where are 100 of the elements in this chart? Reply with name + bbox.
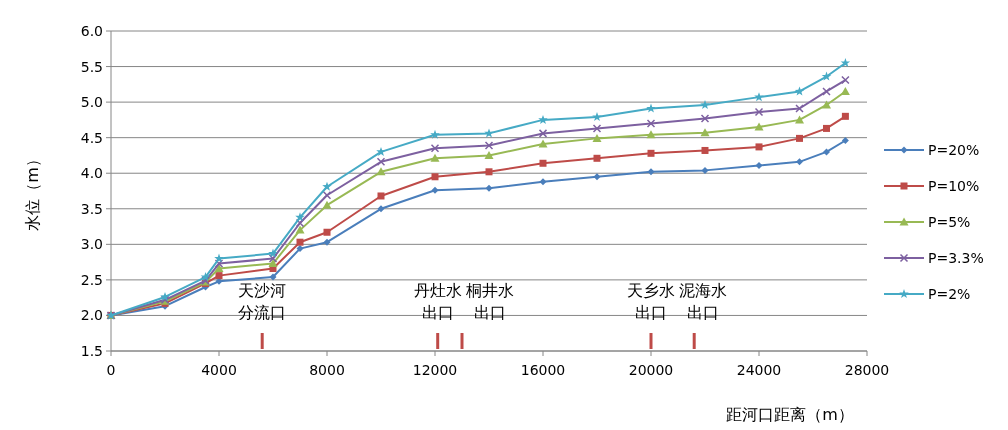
point	[296, 238, 304, 246]
point	[538, 139, 548, 148]
y-tick-label: 2.0	[80, 307, 103, 324]
point	[215, 272, 223, 280]
y-tick-label: 5.0	[80, 94, 103, 111]
point	[268, 254, 278, 263]
y-tick-label: 1.5	[80, 343, 103, 359]
point	[322, 191, 332, 200]
point	[794, 86, 805, 96]
point	[647, 168, 655, 176]
point	[795, 104, 804, 113]
point	[754, 107, 764, 117]
point	[592, 124, 602, 133]
point	[431, 186, 439, 194]
point	[376, 146, 386, 156]
point	[484, 150, 494, 159]
point	[593, 154, 601, 162]
point	[322, 200, 332, 209]
y-tick-label: 6.0	[80, 23, 103, 39]
point	[323, 238, 331, 246]
y-tick-label: 5.5	[80, 58, 103, 75]
point	[647, 149, 655, 157]
point	[841, 75, 850, 85]
point	[485, 184, 493, 192]
legend-label: P=20%	[928, 142, 980, 158]
point	[539, 159, 547, 167]
point	[821, 71, 832, 81]
point	[295, 225, 305, 234]
point	[322, 181, 332, 191]
y-tick-label: 4.0	[80, 165, 103, 182]
point	[593, 173, 601, 181]
point	[269, 273, 277, 281]
point	[646, 119, 656, 128]
x-tick-label: 28000	[844, 362, 890, 378]
legend-label: P=5%	[928, 214, 971, 230]
point	[539, 178, 547, 186]
point	[200, 272, 211, 282]
x-tick-label: 8000	[309, 362, 345, 378]
point	[214, 259, 224, 268]
point	[538, 129, 548, 138]
x-tick-label: 16000	[520, 362, 566, 378]
point	[796, 158, 803, 166]
point	[754, 122, 764, 131]
point	[268, 259, 278, 268]
point	[796, 134, 803, 142]
point	[823, 124, 830, 132]
point	[268, 248, 278, 258]
ref-line-label: 天乡水出口	[627, 281, 675, 322]
ref-line-label: 丹灶水出口	[413, 281, 462, 322]
point	[296, 245, 304, 253]
x-tick-label: 24000	[736, 362, 782, 378]
point	[700, 128, 710, 137]
legend-label: P=2%	[928, 286, 971, 302]
point	[295, 212, 305, 222]
point	[484, 141, 494, 150]
point	[840, 58, 851, 68]
y-tick-label: 4.5	[80, 129, 103, 146]
y-tick-label: 2.5	[80, 271, 103, 288]
point	[377, 192, 385, 200]
point	[295, 218, 305, 228]
point	[755, 143, 763, 151]
point	[823, 148, 830, 156]
y-tick-label: 3.0	[80, 236, 103, 253]
point	[160, 291, 170, 301]
x-tick-label: 0	[106, 362, 116, 378]
point	[323, 228, 331, 236]
point	[430, 129, 440, 139]
point	[755, 161, 763, 169]
point	[646, 103, 656, 113]
x-tick-label: 20000	[628, 362, 674, 378]
ref-line-label: 天沙河分流口	[238, 281, 287, 322]
y-tick-label: 3.5	[80, 200, 103, 217]
point	[841, 137, 849, 145]
point	[430, 153, 440, 162]
legend-label: P=3.3%	[928, 250, 984, 266]
point	[377, 205, 385, 213]
point	[701, 146, 709, 154]
legend-label: P=10%	[928, 178, 980, 194]
point	[840, 86, 850, 95]
point	[484, 128, 494, 138]
point	[485, 168, 493, 176]
point	[841, 112, 849, 120]
point	[430, 144, 440, 153]
point	[214, 253, 224, 263]
point	[592, 112, 602, 122]
point	[700, 99, 710, 109]
x-tick-label: 4000	[201, 362, 237, 378]
ref-line-label: 桐井水出口	[464, 281, 514, 322]
point	[701, 166, 709, 174]
x-tick-label: 12000	[412, 362, 458, 378]
point	[431, 173, 439, 181]
ref-line-label: 泥海水出口	[679, 281, 727, 322]
point	[376, 157, 386, 167]
x-axis-title: 距河口距离（m）	[726, 405, 854, 424]
point	[795, 115, 804, 124]
point	[592, 133, 602, 142]
point	[214, 264, 224, 273]
point	[538, 114, 548, 124]
y-axis-title: 水位（m）	[23, 151, 42, 231]
point	[700, 114, 710, 123]
